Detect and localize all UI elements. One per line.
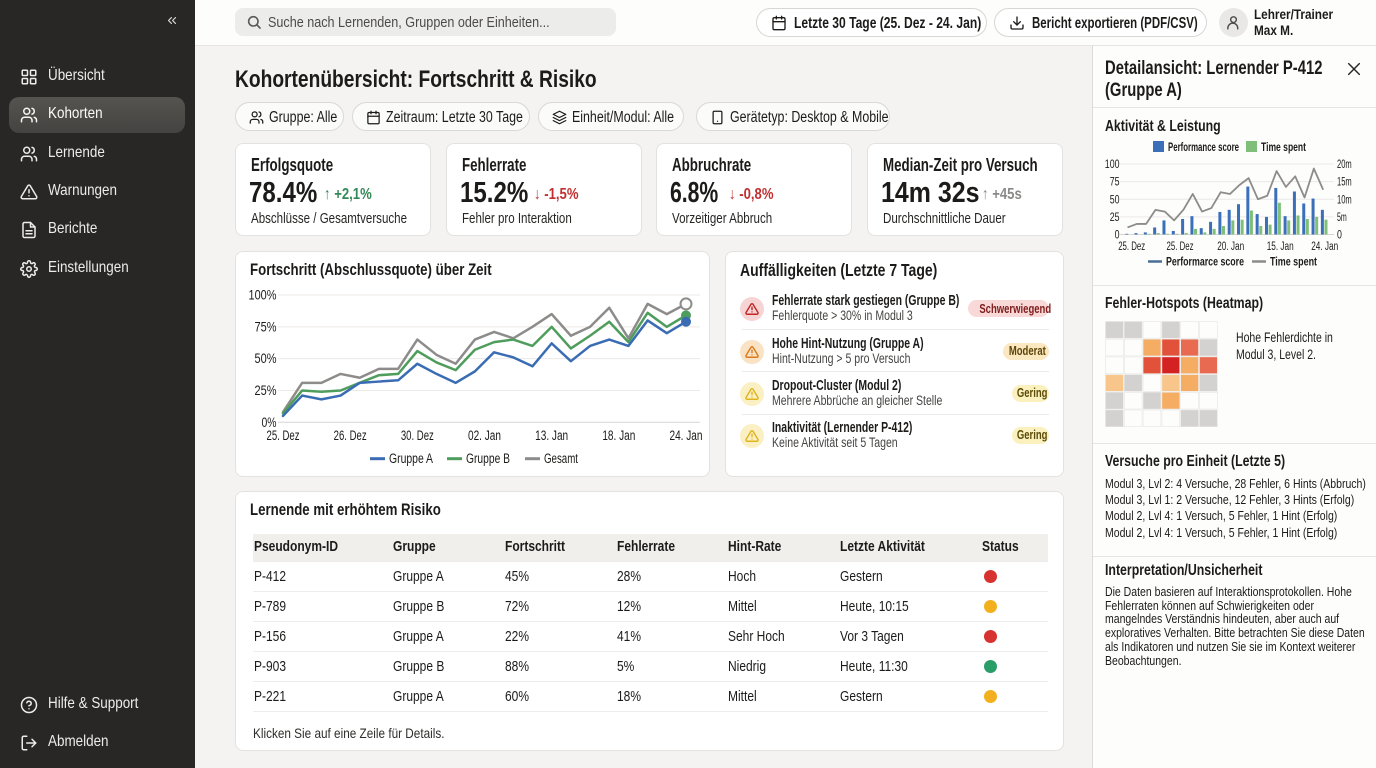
svg-text:100%: 100% (249, 288, 277, 303)
svg-text:13. Jan: 13. Jan (535, 428, 568, 443)
svg-text:25. Dez: 25. Dez (1118, 241, 1145, 253)
svg-text:5m: 5m (1337, 212, 1347, 224)
svg-text:20. Jan: 20. Jan (1217, 241, 1244, 253)
svg-text:0: 0 (1337, 230, 1342, 242)
svg-text:Performarce score: Performarce score (1166, 257, 1244, 269)
svg-text:25. Dez: 25. Dez (1167, 241, 1194, 253)
svg-text:24. Jan: 24. Jan (670, 428, 703, 443)
svg-text:25. Dez: 25. Dez (267, 428, 300, 443)
svg-text:Gruppe A: Gruppe A (389, 451, 433, 466)
svg-text:10m: 10m (1337, 194, 1352, 206)
svg-text:18. Jan: 18. Jan (602, 428, 635, 443)
svg-text:0%: 0% (262, 415, 277, 430)
svg-text:100: 100 (1105, 159, 1120, 171)
svg-text:75: 75 (1110, 177, 1120, 189)
svg-text:Gesamt: Gesamt (544, 451, 578, 466)
svg-text:02. Jan: 02. Jan (468, 428, 501, 443)
svg-text:25: 25 (1110, 212, 1120, 224)
svg-text:26. Dez: 26. Dez (334, 428, 367, 443)
svg-text:15. Jan: 15. Jan (1267, 241, 1294, 253)
svg-text:Performance score: Performance score (1168, 142, 1239, 154)
svg-text:50: 50 (1110, 194, 1120, 206)
svg-text:24. Jan: 24. Jan (1311, 241, 1338, 253)
svg-text:0: 0 (1115, 230, 1120, 242)
svg-text:Time spent: Time spent (1261, 142, 1306, 154)
svg-text:75%: 75% (255, 319, 277, 334)
svg-text:Time spent: Time spent (1270, 257, 1317, 269)
svg-text:30. Dez: 30. Dez (401, 428, 434, 443)
svg-text:20m: 20m (1337, 159, 1352, 171)
svg-text:15m: 15m (1337, 177, 1352, 189)
svg-text:Gruppe B: Gruppe B (466, 451, 510, 466)
svg-text:25%: 25% (255, 383, 277, 398)
svg-text:50%: 50% (255, 351, 277, 366)
